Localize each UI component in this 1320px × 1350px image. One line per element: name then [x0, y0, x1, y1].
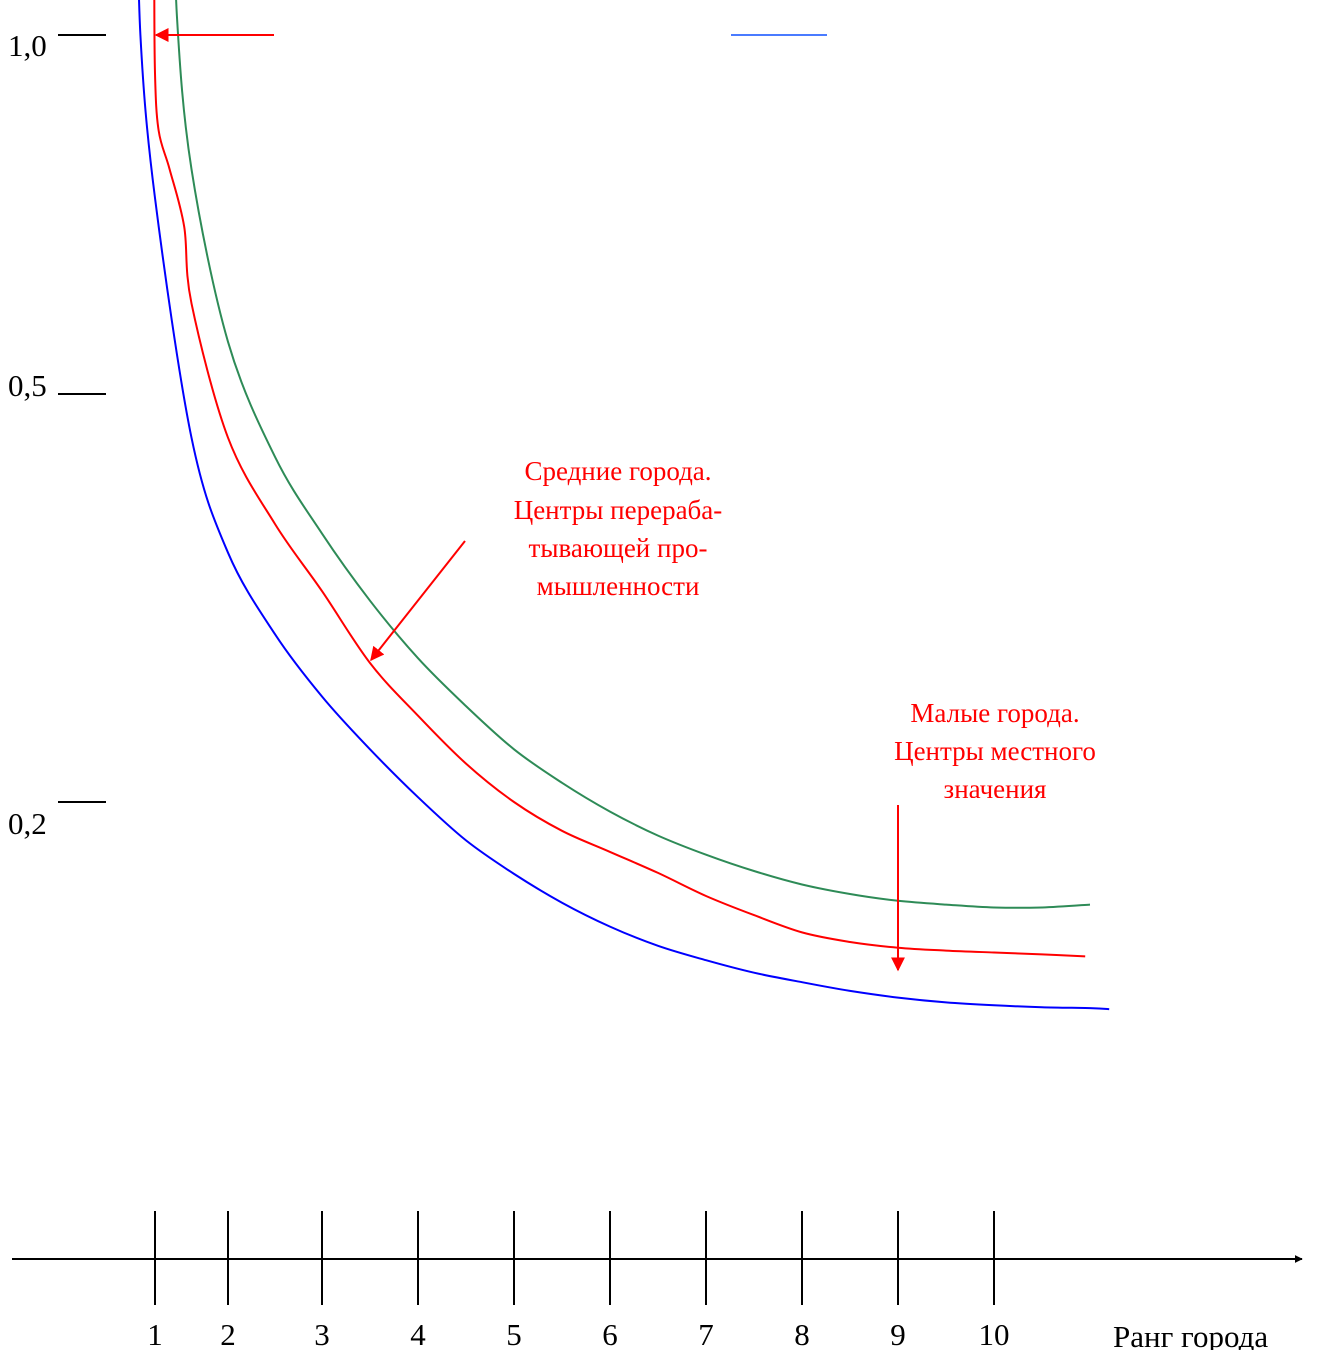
series-line-2 — [153, 0, 1086, 958]
annotation-arrow — [370, 540, 466, 662]
x-tick-label: 10 — [979, 1317, 1010, 1350]
x-tick-label: 6 — [602, 1317, 618, 1350]
series-line-1 — [137, 0, 1110, 1011]
x-tick-label: 9 — [890, 1317, 906, 1350]
x-tick-label: 5 — [506, 1317, 522, 1350]
y-tick-label: 0,2 — [8, 806, 47, 841]
x-tick-label: 3 — [314, 1317, 330, 1350]
annotation-line: Средние города. — [524, 456, 711, 486]
y-axis: 1,0 0,5 0,2 — [8, 28, 106, 841]
x-axis-label: Ранг города — [1113, 1319, 1268, 1350]
series-line-3 — [175, 0, 1091, 909]
annotation-line: мышленности — [537, 571, 700, 601]
x-tick-label: 8 — [794, 1317, 810, 1350]
y-tick-label: 0,5 — [8, 368, 47, 403]
x-ticks: 1 2 3 4 5 6 7 8 9 10 — [147, 1211, 1010, 1350]
x-tick-label: 7 — [698, 1317, 714, 1350]
x-axis: 1 2 3 4 5 6 7 8 9 10 Ранг города — [12, 1211, 1303, 1350]
x-tick-label: 2 — [220, 1317, 236, 1350]
annotation-line: Центры местного — [894, 736, 1096, 766]
annotation-line: значения — [944, 774, 1047, 804]
y-tick-label: 1,0 — [8, 28, 47, 63]
annotation-line: Центры перераба- — [514, 495, 723, 525]
annotation-line: Малые города. — [910, 698, 1079, 728]
x-tick-label: 4 — [410, 1317, 426, 1350]
annotation-small-cities: Малые города. Центры местного значения — [891, 698, 1096, 972]
annotation-medium-cities: Средние города. Центры перераба- тывающе… — [370, 456, 723, 662]
x-tick-label: 1 — [147, 1317, 163, 1350]
annotation-line: тывающей про- — [529, 533, 708, 563]
